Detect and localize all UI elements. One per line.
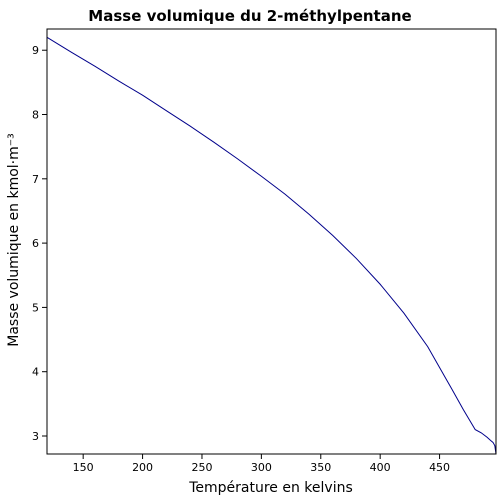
plot-frame xyxy=(46,28,497,455)
x-tick-label: 250 xyxy=(191,461,212,474)
y-axis: 3 4 5 6 7 8 9 xyxy=(32,44,47,443)
y-tick-label: 3 xyxy=(32,430,39,443)
series-line-0 xyxy=(46,36,497,455)
y-tick-label: 4 xyxy=(32,366,39,379)
x-tick-label: 200 xyxy=(132,461,153,474)
x-axis: 150 200 250 300 350 400 450 xyxy=(73,454,450,474)
y-tick-label: 8 xyxy=(32,109,39,122)
x-axis-label: Température en kelvins xyxy=(188,480,353,496)
x-tick-label: 400 xyxy=(370,461,391,474)
plot-area xyxy=(46,36,497,455)
y-tick-label: 5 xyxy=(32,301,39,314)
y-tick-label: 9 xyxy=(32,44,39,57)
x-tick-label: 350 xyxy=(310,461,331,474)
x-tick-label: 150 xyxy=(73,461,94,474)
x-tick-label: 450 xyxy=(429,461,450,474)
y-tick-label: 7 xyxy=(32,173,39,186)
x-tick-label: 300 xyxy=(251,461,272,474)
chart-title: Masse volumique du 2-méthylpentane xyxy=(88,7,411,25)
y-tick-label: 6 xyxy=(32,237,39,250)
y-axis-label: Masse volumique en kmol·m⁻³ xyxy=(6,133,22,347)
